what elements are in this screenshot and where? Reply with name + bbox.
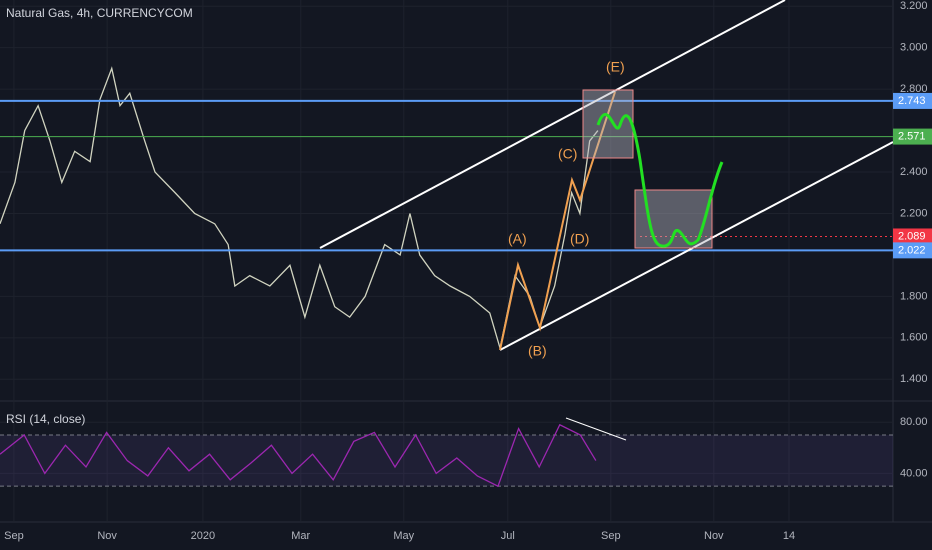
wave-label: (D) [570,231,589,247]
y-tick-label: 3.000 [900,42,928,54]
channel-upper [319,0,786,249]
y-tick-label: 1.600 [900,332,928,344]
wave-label: (C) [558,146,577,162]
channel-lower [499,141,894,351]
y-tick-label: 2.800 [900,83,928,95]
wave-lines [499,91,616,351]
x-tick-label: 14 [783,530,795,542]
chart-title: Natural Gas, 4h, CURRENCYCOM [6,6,193,20]
level-label-box [893,92,932,109]
x-tick-label: May [393,530,414,542]
wave-label: (B) [528,343,547,359]
x-tick-label: 2020 [191,530,215,542]
projection [596,113,724,248]
level-label-box [893,128,932,145]
level-label: 2.571 [898,130,926,142]
level-label: 2.089 [898,230,926,242]
level-label-box [893,228,932,245]
y-tick-label: 80.00 [900,416,928,428]
level-label: 2.743 [898,95,926,107]
y-tick-label: 1.400 [900,373,928,385]
x-tick-label: Nov [704,530,724,542]
rsi-band [0,434,893,487]
wave-label: (A) [508,231,527,247]
x-tick-label: Nov [97,530,117,542]
x-tick-label: Mar [291,530,310,542]
y-tick-label: 40.00 [900,467,928,479]
rsi-divergence [565,417,627,441]
y-tick-label: 2.400 [900,166,928,178]
rsi-title: RSI (14, close) [6,412,85,426]
wave-label: (E) [606,59,625,75]
y-tick-label: 2.200 [900,207,928,219]
y-tick-label: 1.800 [900,290,928,302]
price-line [0,66,599,349]
x-tick-label: Jul [501,530,515,542]
x-tick-label: Sep [4,530,24,542]
level-label: 2.022 [898,244,926,256]
x-tick-label: Sep [601,530,621,542]
price-line [0,423,597,488]
target-box [582,89,634,159]
level-label-box [893,242,932,259]
y-tick-label: 3.200 [900,0,928,12]
